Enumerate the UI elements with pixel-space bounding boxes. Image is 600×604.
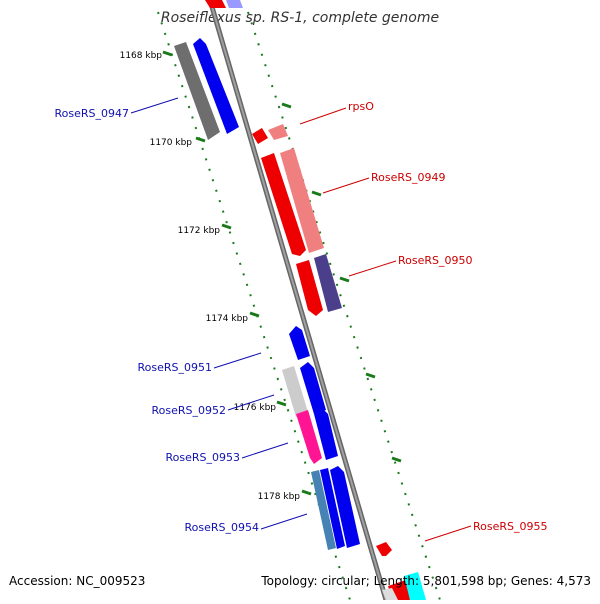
gene-label-RoseRS_0950[interactable]: RoseRS_0950 [398, 254, 473, 267]
gene-partial-top[interactable] [205, 0, 226, 8]
gene-blue[interactable] [330, 466, 360, 548]
tick-mark [195, 136, 206, 143]
gene-RoseRS_0955[interactable] [376, 542, 392, 556]
gene-blue[interactable] [300, 362, 326, 414]
gene-label-RoseRS_0952[interactable]: RoseRS_0952 [152, 404, 227, 417]
gene-rpsO[interactable] [268, 124, 288, 140]
tick-mark [301, 489, 312, 496]
leader-line [213, 352, 262, 369]
tick-label: 1172 kbp [178, 226, 221, 236]
gene-red[interactable] [296, 260, 323, 316]
tick-mark [162, 50, 173, 57]
tick-label: 1178 kbp [258, 492, 301, 502]
tick-mark [281, 102, 292, 109]
gene-label-RoseRS_0953[interactable]: RoseRS_0953 [166, 451, 241, 464]
leader-line [130, 97, 179, 114]
gene-label-rpsO[interactable]: rpsO [348, 100, 374, 113]
leader-line [241, 442, 289, 459]
tick-mark [249, 311, 260, 318]
tick-mark [391, 456, 402, 463]
kbp-ticks: 1168 kbp 1170 kbp 1172 kbp 1174 kbp 1176… [120, 50, 402, 502]
gene-RoseRS_0949[interactable] [280, 148, 324, 253]
tick-label: 1168 kbp [120, 51, 163, 61]
map-title: Roseiflexus sp. RS-1, complete genome [161, 10, 439, 26]
gene-partial-bottom[interactable] [382, 588, 398, 600]
tick-mark [221, 223, 232, 230]
gene-RoseRS_0953[interactable] [296, 410, 322, 464]
gene-label-RoseRS_0947[interactable]: RoseRS_0947 [55, 107, 130, 120]
tick-label: 1176 kbp [234, 403, 277, 413]
gene-label-RoseRS_0949[interactable]: RoseRS_0949 [371, 171, 446, 184]
leader-line [299, 107, 347, 125]
tick-label: 1170 kbp [150, 138, 193, 148]
gene-RoseRS_0950[interactable] [314, 254, 342, 312]
leader-line [227, 394, 275, 411]
outer-guide-line [247, 11, 441, 601]
gene-RoseRS_0954[interactable] [311, 470, 336, 550]
gene-labels: RoseRS_0947 rpsO RoseRS_0949 RoseRS_0950… [55, 97, 548, 542]
gene-gray[interactable] [174, 42, 220, 140]
gene-red[interactable] [261, 153, 306, 256]
leader-line [260, 513, 308, 530]
gene-label-RoseRS_0955[interactable]: RoseRS_0955 [473, 520, 548, 533]
genome-backbone-highlight [209, 0, 387, 601]
gene-label-RoseRS_0954[interactable]: RoseRS_0954 [185, 521, 260, 534]
gene-partial-top[interactable] [226, 0, 243, 8]
tick-mark [311, 190, 322, 197]
gene-RoseRS_0952[interactable] [282, 366, 308, 417]
gene-RoseRS_0947[interactable] [193, 38, 239, 134]
gene-blue[interactable] [314, 408, 338, 460]
tick-label: 1174 kbp [206, 314, 249, 324]
gene-small-red[interactable] [252, 128, 268, 144]
leader-line [322, 177, 370, 194]
tick-mark [339, 276, 350, 283]
gene-RoseRS_0951[interactable] [289, 326, 310, 360]
leader-line [424, 525, 472, 542]
leader-line [348, 260, 397, 277]
topology-text: Topology: circular; Length: 5,801,598 bp… [261, 574, 591, 588]
inner-guide-line [157, 11, 351, 601]
tick-mark [365, 372, 376, 379]
tick-mark [276, 400, 287, 407]
gene-label-RoseRS_0951[interactable]: RoseRS_0951 [138, 361, 213, 374]
gene-partial-bottom[interactable] [404, 572, 426, 600]
gene-blue[interactable] [320, 468, 345, 549]
accession-text: Accession: NC_009523 [9, 574, 146, 588]
